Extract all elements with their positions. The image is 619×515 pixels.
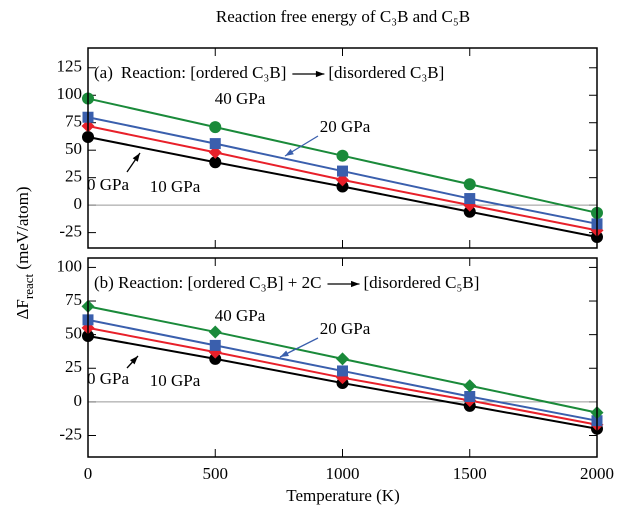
y-tick-label: 25 — [65, 357, 82, 376]
series-label: 20 GPa — [320, 117, 371, 136]
marker — [336, 352, 349, 366]
marker — [336, 180, 349, 193]
arrow-head — [130, 356, 138, 365]
arrow-head — [132, 153, 140, 162]
y-tick-label: -25 — [59, 424, 82, 443]
marker — [463, 178, 476, 191]
annotation: Reaction: [ordered C₃B] — [121, 63, 286, 82]
marker — [337, 165, 348, 177]
y-label-main: ΔF — [13, 299, 32, 319]
marker — [209, 156, 222, 169]
marker — [464, 390, 476, 402]
marker — [208, 145, 222, 159]
y-tick-label: -25 — [59, 222, 82, 241]
annotation: (a) — [94, 63, 113, 82]
marker — [208, 325, 222, 339]
series-label: 40 GPa — [215, 89, 266, 108]
marker — [336, 149, 349, 162]
annotation: [disordered C₅B] — [363, 273, 479, 292]
y-axis-label: ΔFreact (meV/atom) — [13, 187, 36, 320]
marker — [464, 193, 476, 205]
y-tick-label: 125 — [57, 57, 83, 76]
x-tick-label: 1000 — [326, 464, 360, 483]
marker — [337, 365, 348, 377]
x-tick-label: 2000 — [580, 464, 614, 483]
marker — [463, 379, 477, 393]
x-tick-label: 500 — [203, 464, 229, 483]
plot-frame — [87, 257, 598, 458]
series-label: 10 GPa — [150, 371, 201, 390]
y-tick-label: 100 — [57, 256, 83, 275]
marker — [336, 173, 349, 187]
arrow-head — [280, 350, 289, 357]
arrow-head — [285, 148, 294, 156]
y-tick-label: 75 — [65, 112, 82, 131]
arrow-head — [315, 70, 325, 78]
y-tick-label: 50 — [65, 139, 82, 158]
y-tick-label: 25 — [65, 167, 82, 186]
y-tick-label: 100 — [57, 84, 83, 103]
y-label-unit: (meV/atom) — [13, 187, 32, 274]
y-tick-label: 75 — [65, 290, 82, 309]
x-tick-label: 1500 — [453, 464, 487, 483]
y-tick-label: 50 — [65, 324, 82, 343]
series-label: 40 GPa — [215, 306, 266, 325]
y-tick-label: 0 — [74, 391, 83, 410]
series-label: 10 GPa — [150, 177, 201, 196]
marker — [209, 138, 221, 150]
plot-frame — [87, 47, 598, 249]
x-axis-label: Temperature (K) — [286, 486, 400, 505]
x-tick-label: 0 — [84, 464, 93, 483]
arrow-head — [351, 280, 360, 288]
annotation: [disordered C₃B] — [328, 63, 444, 82]
annotation: (b) Reaction: [ordered C₃B] + 2C — [94, 273, 321, 292]
marker — [209, 121, 222, 134]
marker — [209, 339, 221, 351]
series-label: 20 GPa — [320, 319, 371, 338]
y-tick-label: 0 — [74, 194, 83, 213]
series-label: 0 GPa — [87, 175, 129, 194]
y-label-sub: react — [21, 273, 36, 299]
marker — [463, 205, 476, 218]
series-label: 0 GPa — [87, 369, 129, 388]
chart-title: Reaction free energy of C₃B and C₅B — [216, 7, 470, 26]
marker — [209, 352, 222, 365]
